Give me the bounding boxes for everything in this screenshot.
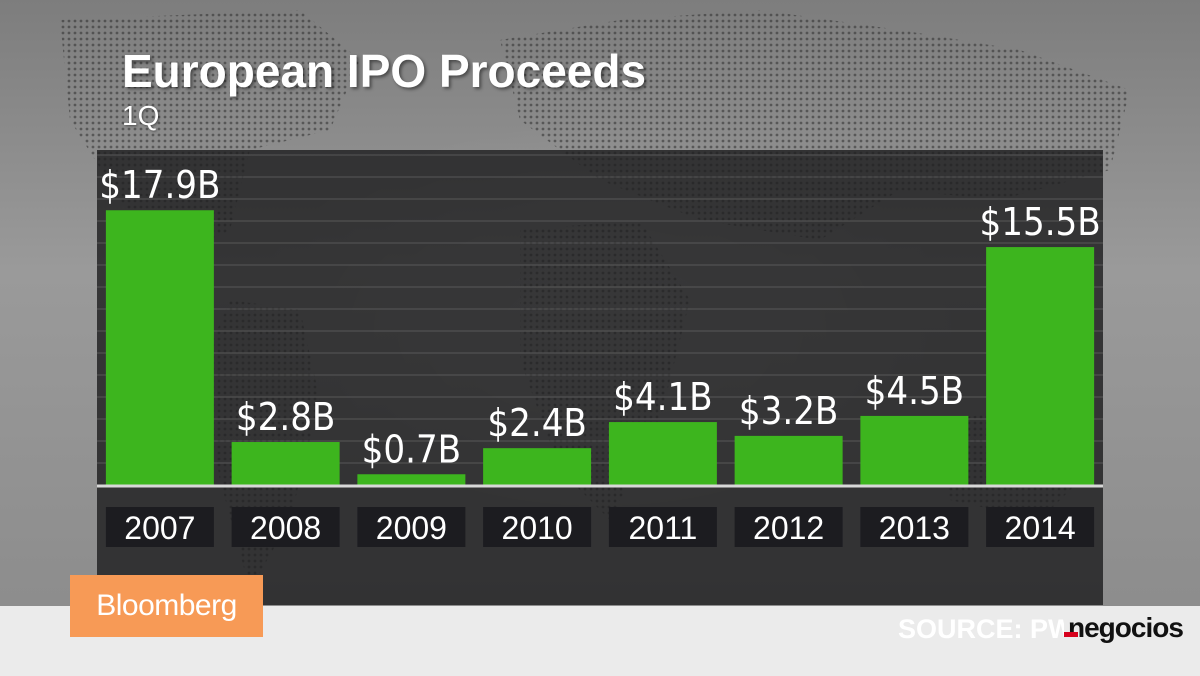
data-label-2011: $4.1B — [613, 375, 713, 419]
category-box-2010 — [483, 507, 592, 547]
chart-title: European IPO Proceeds — [122, 45, 647, 97]
data-label-2012: $3.2B — [739, 389, 839, 433]
category-box-2008 — [231, 507, 340, 547]
category-label-2011: 2011 — [628, 510, 697, 546]
category-label-2013: 2013 — [879, 510, 950, 546]
category-label-2012: 2012 — [753, 510, 824, 546]
bar-2010 — [483, 448, 592, 485]
category-label-2008: 2008 — [250, 510, 321, 546]
negocios-watermark: negocios — [1064, 612, 1189, 644]
category-box-2013 — [860, 507, 969, 547]
plot-area: $17.9B 2007 $2.8B 2008 $0.7B 2009 $2.4B 2010 $4.… — [97, 150, 1103, 605]
data-label-2013: $4.5B — [865, 369, 965, 413]
bar-2007 — [105, 210, 214, 486]
category-box-2007 — [105, 507, 214, 547]
source-credit: SOURCE: PWC — [898, 614, 1093, 644]
data-label-2007: $17.9B — [99, 163, 220, 207]
data-label-2010: $2.4B — [487, 401, 587, 445]
category-label-2007: 2007 — [124, 510, 195, 546]
data-label-2014: $15.5B — [979, 200, 1100, 244]
data-label-2009: $0.7B — [362, 427, 462, 471]
bar-2008 — [231, 442, 340, 485]
bar-2012 — [734, 435, 843, 485]
bar-2014 — [986, 247, 1095, 485]
category-label-2009: 2009 — [376, 510, 447, 546]
category-box-2009 — [357, 507, 466, 547]
bloomberg-logo: Bloomberg — [70, 575, 263, 637]
bar-2011 — [608, 422, 717, 485]
category-label-2014: 2014 — [1005, 510, 1076, 546]
data-label-2008: $2.8B — [236, 395, 336, 439]
category-box-2011 — [608, 507, 717, 547]
bar-2009 — [357, 474, 466, 485]
bar-chart: $17.9B 2007 $2.8B 2008 $0.7B 2009 $2.4B 2010 $4.… — [97, 154, 1103, 547]
bar-2013 — [860, 415, 969, 485]
category-label-2010: 2010 — [502, 510, 573, 546]
category-box-2012 — [734, 507, 843, 547]
chart-subtitle: 1Q — [122, 100, 160, 131]
category-box-2014 — [986, 507, 1095, 547]
